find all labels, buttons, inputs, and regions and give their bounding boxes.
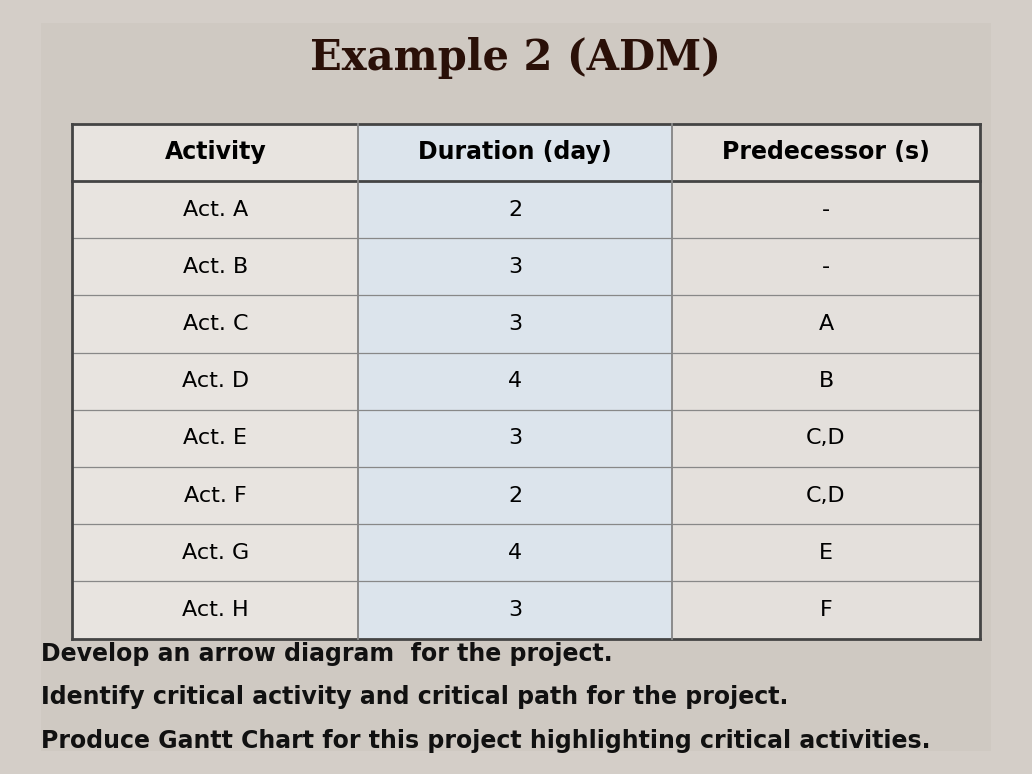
Text: Identify critical activity and critical path for the project.: Identify critical activity and critical … [41,685,788,710]
Text: Produce Gantt Chart for this project highlighting critical activities.: Produce Gantt Chart for this project hig… [41,728,931,753]
Text: Act. C: Act. C [183,314,248,334]
Text: 3: 3 [508,428,522,448]
Text: -: - [821,257,830,277]
Text: 4: 4 [508,372,522,391]
Text: C,D: C,D [806,485,846,505]
Text: A: A [818,314,834,334]
Bar [672,124,980,639]
Text: 4: 4 [508,543,522,563]
Text: 3: 3 [508,257,522,277]
Text: Duration (day): Duration (day) [418,140,612,164]
Bar [72,124,358,639]
Text: Act. H: Act. H [182,600,249,620]
Bar [72,124,980,639]
Text: Example 2 (ADM): Example 2 (ADM) [311,37,721,79]
Text: Act. F: Act. F [184,485,247,505]
Text: E: E [819,543,833,563]
Text: 2: 2 [508,200,522,220]
Text: Act. E: Act. E [184,428,248,448]
Text: 3: 3 [508,314,522,334]
Text: Predecessor (s): Predecessor (s) [722,140,930,164]
Text: Act. D: Act. D [182,372,249,391]
Text: 3: 3 [508,600,522,620]
Text: C,D: C,D [806,428,846,448]
Text: Develop an arrow diagram  for the project.: Develop an arrow diagram for the project… [41,642,613,666]
Bar [358,124,672,639]
Text: 2: 2 [508,485,522,505]
Text: B: B [818,372,834,391]
Text: Act. A: Act. A [183,200,248,220]
Text: -: - [821,200,830,220]
Text: F: F [819,600,833,620]
Text: Activity: Activity [164,140,266,164]
Text: Act. B: Act. B [183,257,248,277]
Text: Act. G: Act. G [182,543,249,563]
